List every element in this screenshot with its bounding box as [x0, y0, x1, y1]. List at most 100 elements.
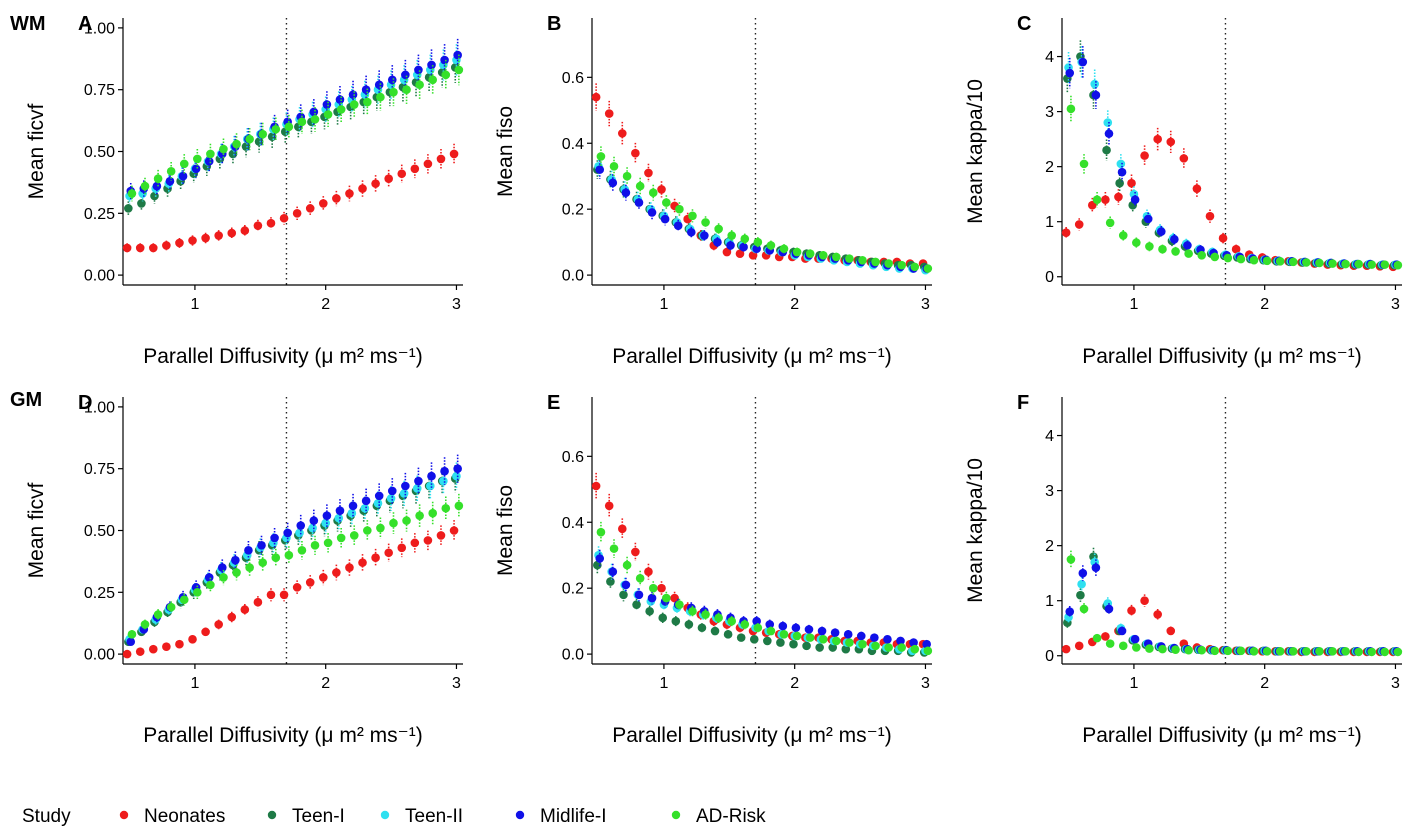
point-ad-risk — [363, 526, 372, 535]
point-ad-risk — [1145, 644, 1154, 653]
point-teen-ii — [360, 503, 370, 513]
point-midlife-i — [1078, 568, 1088, 578]
point-neonates — [1166, 137, 1176, 147]
point-neonates — [591, 481, 601, 491]
point-midlife-i — [296, 521, 306, 530]
point-teen-ii — [321, 518, 330, 528]
point-midlife-i — [440, 466, 449, 476]
point-neonates — [1218, 233, 1228, 243]
point-ad-risk — [1354, 259, 1363, 269]
point-ad-risk — [245, 134, 254, 144]
point-midlife-i — [830, 628, 840, 637]
point-midlife-i — [335, 506, 345, 516]
point-neonates — [1127, 606, 1136, 615]
y-tick-label: 0.00 — [84, 647, 115, 664]
point-ad-risk — [609, 162, 619, 171]
point-ad-risk — [179, 595, 189, 605]
point-neonates — [631, 148, 640, 158]
x-tick-label: 3 — [921, 675, 930, 692]
panel-A: 0.00 0.25 0.50 0.75 1.00 1 2 3 Parallel Diffusiv… — [25, 13, 464, 368]
point-ad-risk — [884, 259, 893, 268]
point-ad-risk — [206, 149, 215, 159]
point-midlife-i — [608, 567, 618, 577]
point-ad-risk — [1145, 242, 1154, 251]
point-teen-ii — [1090, 79, 1099, 89]
panel-B: 0.0 0.2 0.4 0.6 1 2 3 Parallel Diffusivity (μ m… — [494, 13, 933, 368]
point-midlife-i — [309, 516, 319, 525]
point-teen-ii — [386, 494, 396, 503]
point-neonates — [1101, 195, 1110, 204]
point-ad-risk — [441, 503, 451, 513]
point-midlife-i — [387, 486, 397, 496]
point-midlife-i — [1130, 634, 1140, 644]
point-teen-i — [1115, 178, 1124, 188]
point-midlife-i — [126, 637, 136, 647]
point-ad-risk — [871, 641, 880, 651]
point-neonates — [1061, 228, 1071, 238]
point-neonates — [657, 185, 666, 194]
point-neonates — [318, 199, 328, 208]
point-neonates — [332, 568, 341, 577]
point-midlife-i — [440, 55, 449, 65]
point-neonates — [345, 563, 354, 572]
y-tick-label: 0 — [1045, 648, 1054, 665]
point-teen-i — [1076, 590, 1085, 600]
point-ad-risk — [1249, 647, 1259, 656]
point-neonates — [384, 174, 393, 183]
point-ad-risk — [1171, 645, 1180, 654]
point-neonates — [227, 228, 237, 238]
point-ad-risk — [454, 501, 464, 511]
x-tick-label: 3 — [1391, 675, 1400, 692]
point-ad-risk — [271, 124, 281, 134]
point-ad-risk — [153, 610, 163, 619]
point-neonates — [631, 547, 640, 557]
point-ad-risk — [832, 252, 841, 262]
point-ad-risk — [923, 646, 933, 656]
point-neonates — [1205, 211, 1215, 221]
point-ad-risk — [1249, 255, 1259, 265]
legend-swatch — [267, 810, 277, 820]
x-axis-title: Parallel Diffusivity (μ m² ms⁻¹) — [143, 345, 422, 368]
point-neonates — [410, 538, 420, 548]
x-tick-label: 3 — [921, 296, 930, 313]
point-ad-risk — [1092, 195, 1102, 204]
y-tick-label: 0.6 — [562, 70, 584, 87]
panel-E: 0.0 0.2 0.4 0.6 1 2 3 Parallel Diffusivity (μ m… — [494, 392, 933, 747]
point-neonates — [397, 543, 407, 553]
point-ad-risk — [609, 544, 619, 553]
point-ad-risk — [166, 602, 176, 612]
point-neonates — [318, 573, 328, 582]
point-teen-i — [841, 644, 851, 654]
point-midlife-i — [713, 237, 722, 247]
legend-label: Midlife-I — [540, 806, 607, 827]
point-neonates — [617, 129, 627, 138]
point-ad-risk — [323, 538, 333, 548]
point-neonates — [449, 149, 459, 159]
point-teen-ii — [295, 528, 304, 538]
y-tick-label: 0.0 — [562, 647, 584, 664]
point-midlife-i — [414, 65, 423, 75]
point-neonates — [1140, 151, 1149, 160]
point-neonates — [449, 526, 459, 535]
panel-letter: B — [547, 13, 561, 35]
point-midlife-i — [870, 633, 879, 642]
point-ad-risk — [1066, 555, 1076, 564]
point-ad-risk — [910, 644, 920, 654]
point-teen-i — [1102, 145, 1111, 155]
point-ad-risk — [923, 264, 933, 273]
point-neonates — [266, 590, 276, 600]
y-tick-label: 1.00 — [84, 399, 115, 416]
point-midlife-i — [1117, 167, 1127, 177]
point-ad-risk — [206, 580, 215, 590]
point-midlife-i — [673, 221, 683, 230]
point-ad-risk — [675, 600, 684, 609]
point-ad-risk — [1262, 256, 1272, 266]
point-teen-i — [815, 643, 824, 652]
point-ad-risk — [1118, 231, 1128, 240]
point-neonates — [240, 226, 250, 235]
point-ad-risk — [635, 181, 645, 191]
point-ad-risk — [845, 638, 854, 647]
point-midlife-i — [726, 241, 735, 250]
panel-F: 0 1 2 3 4 1 2 3 Parallel Diffusivity (μ m² ms⁻¹)… — [964, 392, 1403, 747]
